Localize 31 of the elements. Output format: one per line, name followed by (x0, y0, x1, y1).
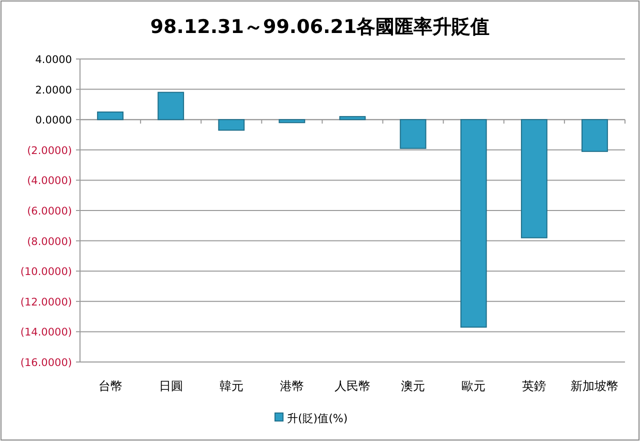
y-tick-label: (8.0000) (27, 236, 72, 248)
x-tick-label: 新加坡幣 (570, 379, 619, 393)
bar (520, 119, 548, 238)
bar (278, 119, 306, 124)
y-tick-label: (2.0000) (27, 144, 72, 157)
x-tick-label: 日圓 (158, 379, 183, 393)
bar (97, 112, 124, 120)
chart-title: 98.12.31～99.06.21各國匯率升貶值 (150, 16, 490, 38)
y-tick-label: (14.0000) (20, 326, 72, 339)
x-tick-label: 歐元 (462, 379, 486, 393)
bar (218, 119, 245, 131)
bar (339, 116, 366, 120)
y-tick-label: (6.0000) (27, 206, 72, 218)
bar (400, 119, 426, 149)
x-tick-label: 韓元 (219, 379, 244, 393)
bar (460, 119, 487, 328)
legend-label: 升(貶)值(%) (287, 412, 348, 425)
x-tick-label: 台幣 (98, 379, 122, 393)
y-tick-label: (12.0000) (20, 296, 72, 308)
x-tick-label: 港幣 (280, 379, 304, 393)
y-tick-label: (4.0000) (27, 175, 72, 188)
y-tick-label: 4.0000 (35, 54, 72, 66)
x-tick-label: 英鎊 (522, 379, 546, 393)
y-tick-label: 0.0000 (35, 114, 72, 127)
bar (582, 119, 608, 152)
y-tick-label: (10.0000) (20, 266, 72, 278)
x-tick-label: 澳元 (401, 379, 426, 393)
x-tick-label: 人民幣 (334, 379, 370, 393)
bar (158, 92, 184, 120)
y-tick-label: 2.0000 (35, 84, 72, 96)
y-tick-label: (16.0000) (20, 357, 72, 369)
